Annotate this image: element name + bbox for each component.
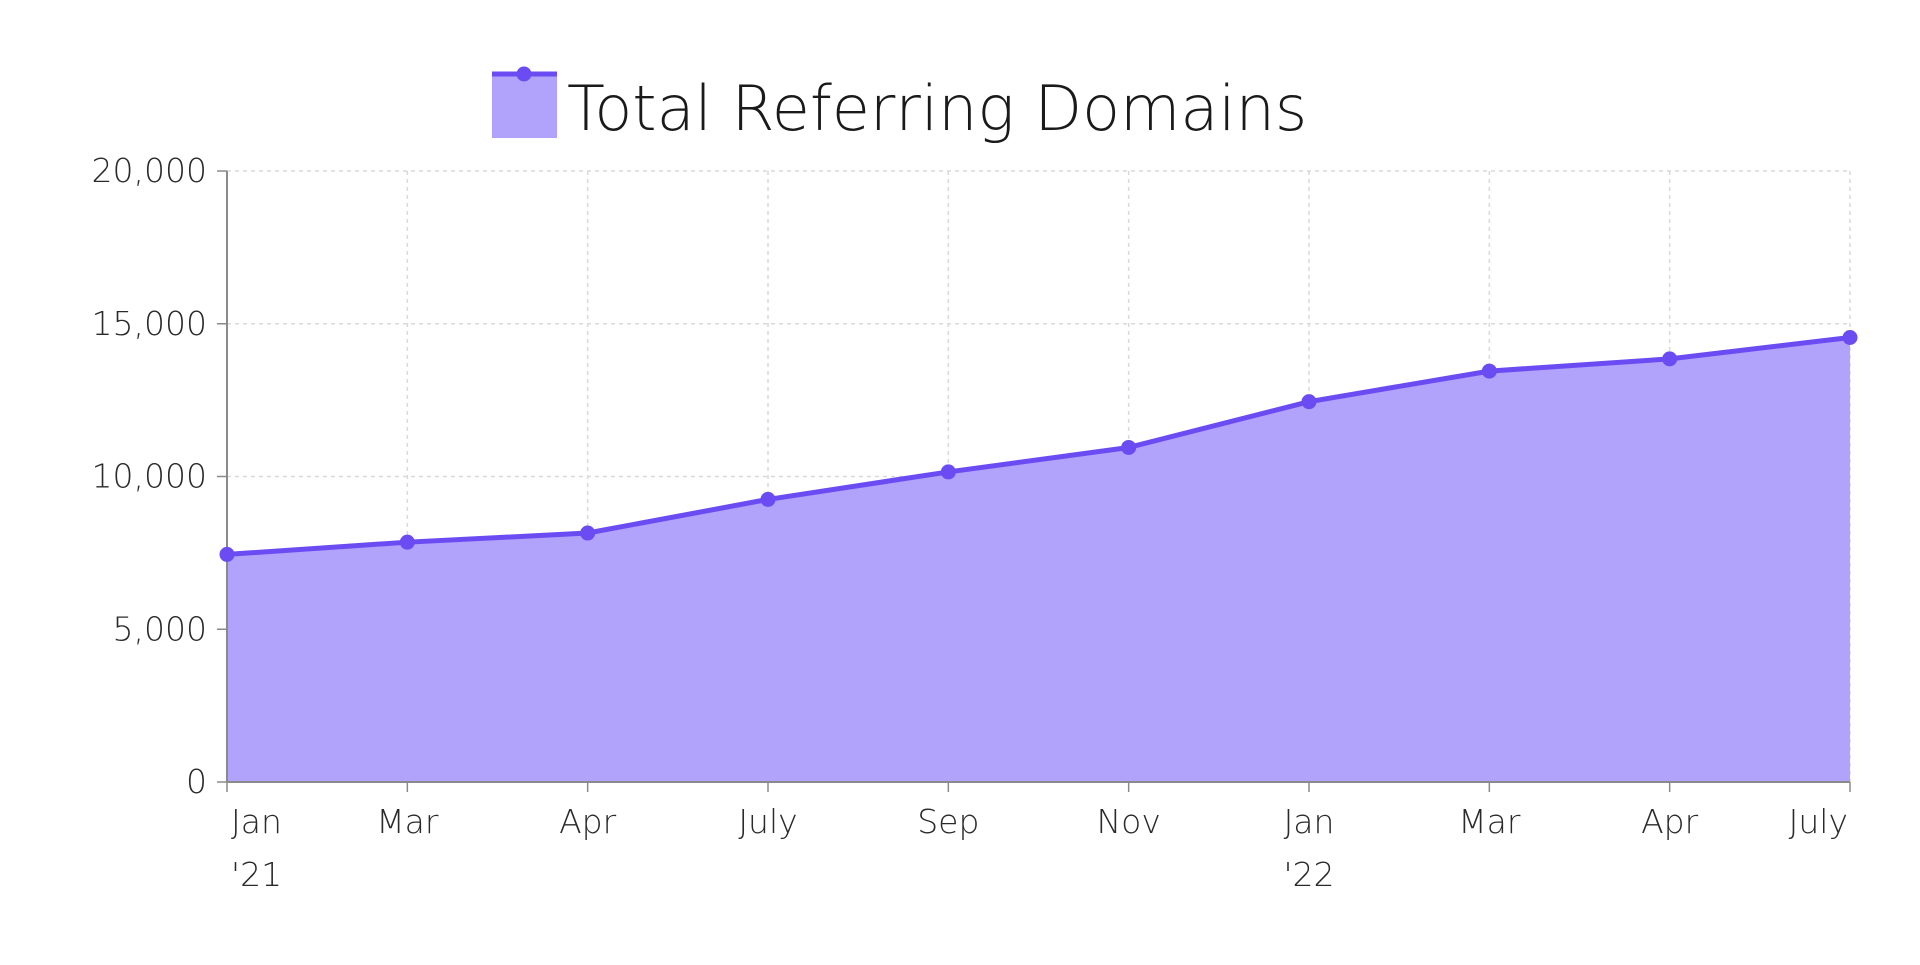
y-tick-label: 5,000 bbox=[113, 609, 207, 648]
x-tick-label: Apr bbox=[1641, 802, 1699, 841]
data-point bbox=[580, 525, 596, 541]
x-tick-label: Mar bbox=[376, 802, 439, 841]
data-point bbox=[1301, 394, 1317, 410]
data-point bbox=[1121, 439, 1137, 455]
x-tick-label-year: '22 bbox=[1283, 855, 1334, 894]
x-tick-label: Sep bbox=[917, 802, 979, 841]
y-tick-label: 0 bbox=[186, 762, 207, 801]
area-fill bbox=[227, 337, 1850, 782]
data-point bbox=[1481, 363, 1497, 379]
x-tick-label-year: '21 bbox=[231, 855, 282, 894]
data-point bbox=[399, 534, 415, 550]
data-point bbox=[940, 464, 956, 480]
series-line bbox=[226, 335, 1851, 557]
x-tick-label: July bbox=[738, 802, 797, 841]
legend-swatch bbox=[492, 72, 557, 138]
x-tick-label: Apr bbox=[559, 802, 617, 841]
y-tick-label: 20,000 bbox=[92, 151, 207, 190]
x-tick-label: Mar bbox=[1458, 802, 1521, 841]
y-tick-label: 15,000 bbox=[92, 304, 207, 343]
x-tick-label: Jan bbox=[1284, 802, 1335, 841]
data-point bbox=[1662, 351, 1678, 367]
data-point bbox=[760, 491, 776, 507]
data-point bbox=[219, 546, 235, 562]
legend-swatch-marker bbox=[516, 66, 532, 82]
x-tick-label: Jan bbox=[231, 802, 282, 841]
axes bbox=[217, 170, 1851, 792]
plot-area bbox=[226, 335, 1851, 782]
legend-label: Total Referring Domains bbox=[567, 72, 1307, 145]
y-axis-tick-labels: 0 5,000 10,000 15,000 20,000 bbox=[92, 151, 207, 801]
x-tick-label: Nov bbox=[1096, 802, 1160, 841]
y-tick-label: 10,000 bbox=[92, 457, 207, 496]
legend: Total Referring Domains bbox=[492, 66, 1307, 145]
x-tick-label: July bbox=[1789, 802, 1848, 841]
data-point bbox=[1842, 329, 1858, 345]
x-axis-tick-labels: Jan '21 Mar Apr July Sep Nov Jan '22 Mar Apr July bbox=[231, 802, 1848, 894]
data-points bbox=[219, 329, 1858, 562]
